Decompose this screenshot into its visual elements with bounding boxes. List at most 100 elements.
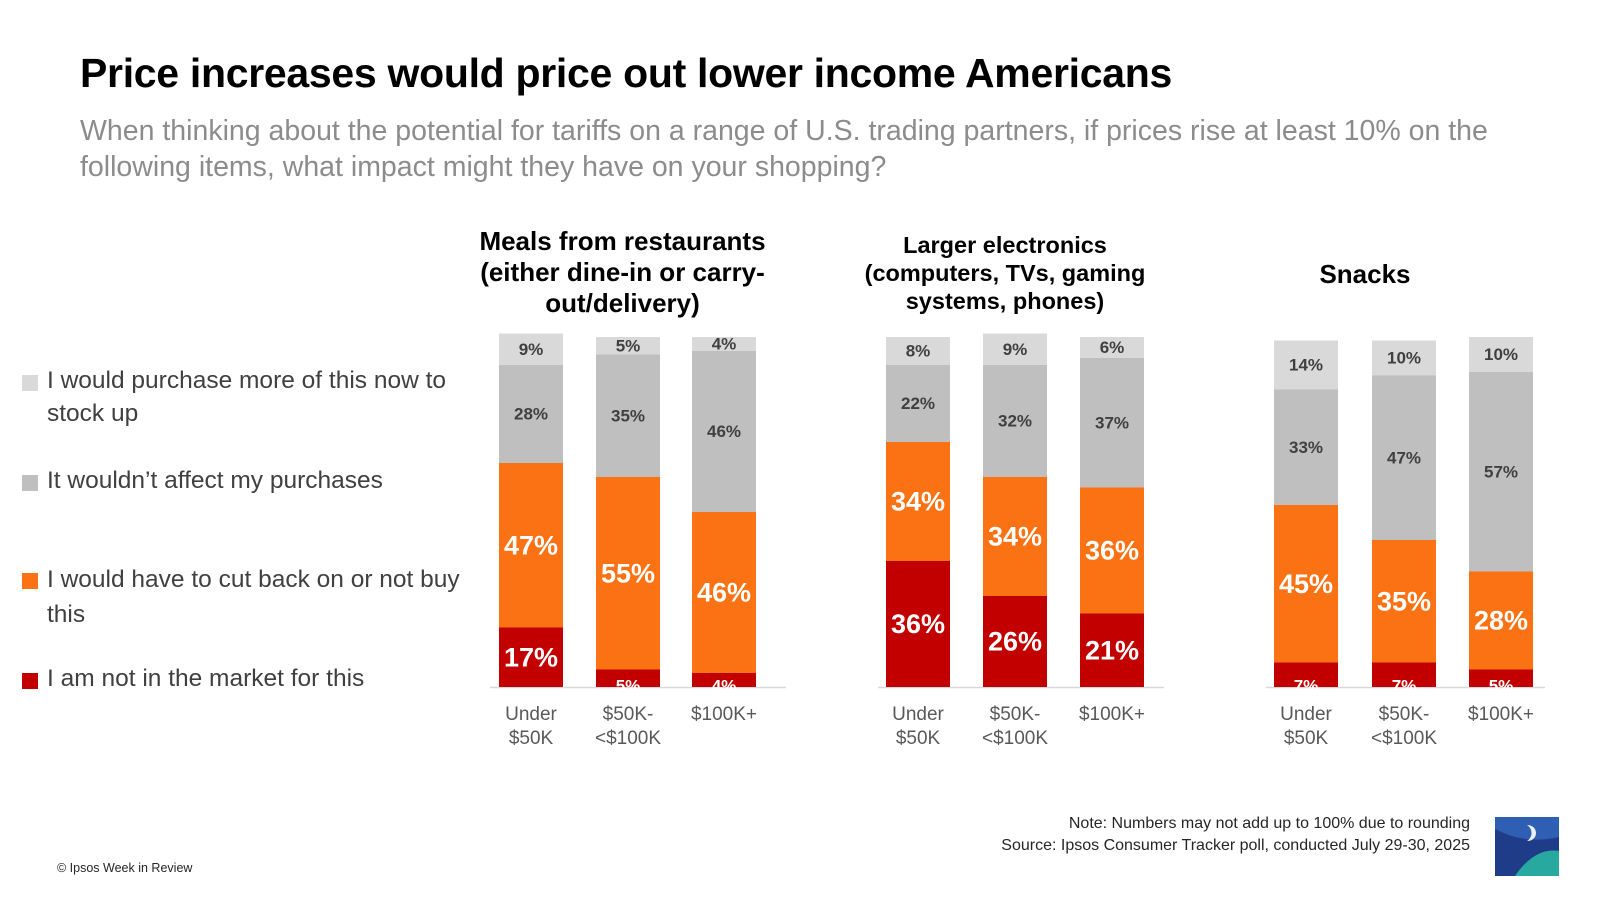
data-label-not-in-market: 7% [1294,677,1319,696]
footer-note: Note: Numbers may not add up to 100% due… [1001,813,1470,857]
category-label: $100K+ [1079,704,1145,725]
category-label: Under $50K [1280,704,1332,749]
bar-segment-no-effect [983,365,1047,477]
bar-segment-stock-up [1372,340,1436,376]
bar-segment-stock-up [1469,337,1533,372]
bar-segment-not-in-market [1080,613,1144,687]
bar-segment-stock-up [1080,337,1144,358]
page-subtitle: When thinking about the potential for ta… [80,115,1488,183]
data-label-stock-up: 9% [1003,340,1028,359]
data-label-not-in-market: 21% [1085,635,1139,665]
data-label-not-in-market: 5% [616,677,641,696]
bar-segment-cut-back [886,442,950,561]
legend-swatch-stock-up [22,375,38,391]
data-label-no-effect: 46% [707,422,741,441]
bar-segment-cut-back [596,477,660,670]
data-label-cut-back: 28% [1474,606,1528,636]
data-label-stock-up: 5% [616,336,641,355]
data-label-not-in-market: 7% [1392,677,1417,696]
data-label-no-effect: 32% [998,412,1032,431]
data-label-not-in-market: 36% [891,609,945,639]
bar-segment-stock-up [886,337,950,365]
panel-title-snacks: Snacks [1319,259,1411,289]
note-text: Note: Numbers may not add up to 100% due… [1068,815,1470,832]
bar-segment-cut-back [1469,571,1533,670]
bar-segment-cut-back [499,463,563,628]
data-label-stock-up: 14% [1289,356,1323,375]
bar-segment-cut-back [1080,487,1144,614]
panel-title-electronics: Larger electronics (computers, TVs, gami… [864,232,1146,314]
data-label-no-effect: 35% [611,406,645,425]
legend-label-no-effect: It wouldn’t affect my purchases [47,467,383,494]
data-label-not-in-market: 26% [988,627,1042,657]
data-label-cut-back: 45% [1279,569,1333,599]
legend-label-cut-back: I would have to cut back on or not buy t… [47,566,460,628]
bar-segment-no-effect [1372,375,1436,540]
data-label-cut-back: 34% [988,522,1042,552]
data-label-not-in-market: 4% [712,677,737,696]
data-label-cut-back: 55% [601,558,655,588]
bar-segment-not-in-market [1469,669,1533,687]
legend-label-stock-up: I would purchase more of this now to sto… [47,367,447,427]
legend-swatch-no-effect [22,475,38,491]
data-label-stock-up: 8% [906,342,931,361]
bar-segment-stock-up [692,337,756,351]
data-label-no-effect: 57% [1484,462,1518,481]
bar-segment-stock-up [1274,340,1338,390]
bar-segment-not-in-market [1372,662,1436,687]
category-label: $50K-<$100K [1371,704,1437,749]
category-label: $50K-<$100K [595,704,661,749]
data-label-stock-up: 4% [712,335,737,354]
category-label: $50K-<$100K [982,704,1048,749]
data-label-stock-up: 9% [519,340,544,359]
data-label-stock-up: 6% [1100,338,1125,357]
data-label-no-effect: 47% [1387,448,1421,467]
bar-segment-no-effect [1469,372,1533,572]
data-label-cut-back: 47% [504,530,558,560]
data-label-cut-back: 35% [1377,586,1431,616]
data-label-no-effect: 33% [1289,438,1323,457]
bar-segment-no-effect [499,365,563,463]
bar-segment-no-effect [1274,389,1338,505]
category-label: $100K+ [691,704,757,725]
bar-segment-stock-up [596,337,660,355]
source-text: Source: Ipsos Consumer Tracker poll, con… [1001,837,1470,854]
legend-swatch-not-in-market [22,673,38,689]
data-label-no-effect: 28% [514,405,548,424]
category-label: $100K+ [1468,704,1534,725]
bar-segment-not-in-market [1274,662,1338,687]
legend-label-not-in-market: I am not in the market for this [47,665,365,692]
data-label-cut-back: 36% [1085,536,1139,566]
data-label-not-in-market: 17% [504,642,558,672]
category-label: Under $50K [505,704,557,749]
bar-segment-not-in-market [983,596,1047,687]
bar-segment-cut-back [1372,540,1436,663]
bar-segment-no-effect [886,365,950,442]
data-label-no-effect: 37% [1095,413,1129,432]
page-title: Price increases would price out lower in… [80,50,1172,96]
bar-segment-stock-up [499,333,563,365]
legend-swatch-cut-back [22,573,38,589]
data-label-cut-back: 46% [697,578,751,608]
bar-segment-no-effect [596,354,660,477]
ipsos-logo [1495,817,1559,876]
bar-segment-not-in-market [692,673,756,687]
bar-segment-stock-up [983,333,1047,365]
bar-segment-not-in-market [596,669,660,687]
bar-segment-no-effect [692,351,756,512]
copyright-text: © Ipsos Week in Review [57,861,193,875]
bar-segment-cut-back [692,512,756,673]
data-label-not-in-market: 5% [1489,677,1514,696]
data-label-stock-up: 10% [1387,349,1421,368]
data-label-no-effect: 22% [901,394,935,413]
category-label: Under $50K [892,704,944,749]
bar-segment-cut-back [983,477,1047,596]
panel-title-restaurants: Meals from restaurants (either dine-in o… [479,226,766,318]
bar-segment-cut-back [1274,505,1338,663]
data-label-cut-back: 34% [891,487,945,517]
data-label-stock-up: 10% [1484,345,1518,364]
bar-segment-not-in-market [499,627,563,687]
bar-segment-no-effect [1080,358,1144,488]
bar-segment-not-in-market [886,561,950,687]
